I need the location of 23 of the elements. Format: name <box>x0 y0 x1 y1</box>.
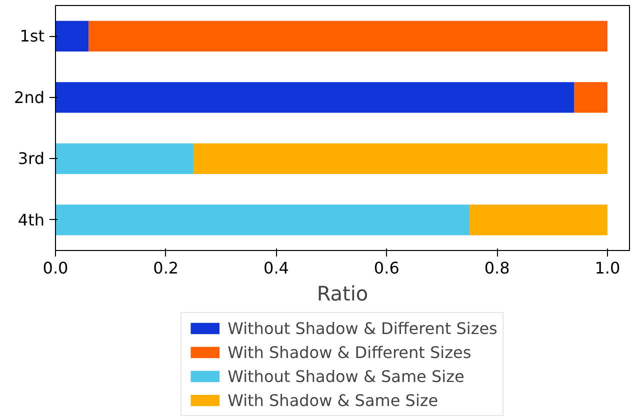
legend-label: With Shadow & Same Size <box>228 390 438 410</box>
bar <box>88 20 608 52</box>
x-axis-title: Ratio <box>316 282 368 306</box>
bar <box>56 82 574 113</box>
x-tick-label: 0.8 <box>484 258 510 278</box>
bar <box>193 143 608 174</box>
y-tick-label: 1st <box>20 26 45 46</box>
y-tick-label: 3rd <box>18 149 45 168</box>
bar <box>574 82 608 113</box>
x-tick-label: 0.4 <box>264 258 289 278</box>
x-tick-label: 0.0 <box>42 258 68 278</box>
x-tick-label: 0.2 <box>153 258 179 278</box>
legend-label: With Shadow & Different Sizes <box>228 342 472 362</box>
x-tick-label: 1.0 <box>594 258 620 278</box>
legend-label: Without Shadow & Different Sizes <box>228 318 498 338</box>
legend-label: Without Shadow & Same Size <box>228 366 464 386</box>
x-tick-label: 0.6 <box>374 258 400 278</box>
bar <box>56 143 194 174</box>
y-tick-label: 4th <box>18 210 44 230</box>
bar <box>56 204 470 236</box>
y-tick-label: 2nd <box>14 88 45 107</box>
bar <box>469 204 608 236</box>
bar <box>56 20 89 52</box>
